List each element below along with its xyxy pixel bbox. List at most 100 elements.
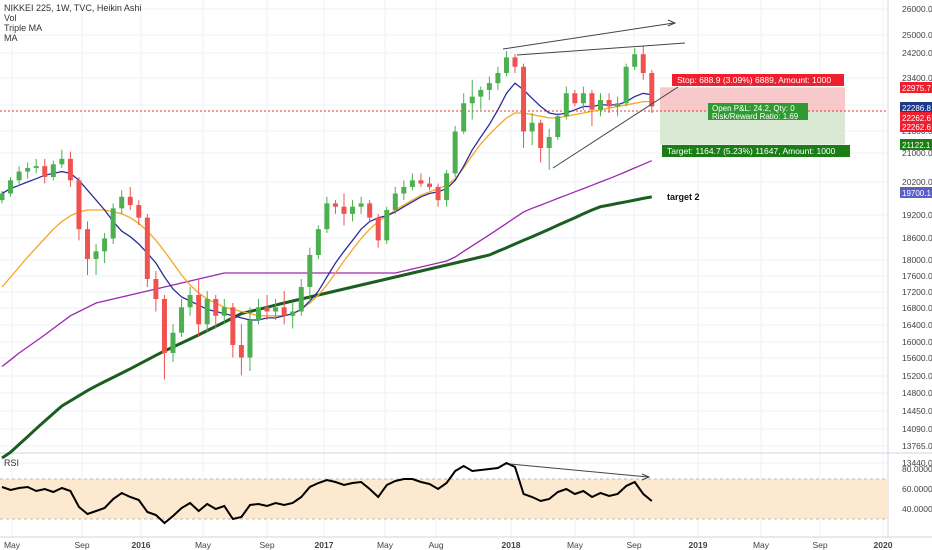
candle-body [546, 137, 552, 148]
candle-body [512, 57, 518, 67]
candle-body [273, 307, 279, 312]
legend-ma: MA [4, 33, 18, 43]
candle-body [127, 196, 133, 206]
candle-body [538, 122, 544, 148]
time-tick-label: Sep [626, 540, 641, 550]
open-pnl-label: Open P&L: 24.2, Qty: 0 [712, 104, 795, 113]
time-tick-label: Sep [74, 540, 89, 550]
price-tag [900, 139, 932, 150]
candle-body [238, 345, 244, 358]
rsi-tick-label: 60.0000 [902, 484, 932, 494]
price-tick-label: 20200.0 [902, 177, 932, 187]
candle-body [264, 307, 270, 312]
candle-body [42, 166, 48, 177]
price-tick-label: 14800.0 [902, 388, 932, 398]
candle-body [521, 66, 527, 132]
price-tag-label: 22286.8 [902, 104, 931, 113]
candle-body [153, 279, 159, 299]
candle-body [110, 208, 116, 239]
candle-body [444, 173, 450, 201]
time-tick-label: May [567, 540, 584, 550]
candle-body [102, 238, 108, 252]
candle-body [503, 57, 509, 73]
price-tick-label: 16400.0 [902, 320, 932, 330]
price-tag [900, 121, 932, 132]
candle-body [555, 116, 561, 137]
candle-body [452, 131, 458, 174]
price-tick-label: 13440.0 [902, 458, 932, 468]
candle-body [33, 166, 39, 168]
rsi-tick-label: 40.0000 [902, 504, 932, 514]
candle-body [632, 54, 638, 67]
ma-mid-line [1, 100, 652, 317]
target-2-annotation: target 2 [667, 192, 700, 202]
price-tick-label: 14450.0 [902, 406, 932, 416]
trendlines[interactable] [502, 19, 686, 169]
price-tick-label: 24200.0 [902, 48, 932, 58]
price-tick-label: 14090.0 [902, 424, 932, 434]
rsi-pane-label: RSI [4, 458, 20, 468]
candle-body [478, 89, 484, 97]
price-tag [900, 82, 932, 93]
candle-body [281, 307, 287, 316]
rsi-line [1, 461, 653, 525]
stop-label-box [672, 74, 844, 86]
candle-body [606, 100, 612, 107]
candle-body [144, 217, 150, 279]
time-tick-label: Sep [812, 540, 827, 550]
ma-fast-line [1, 82, 652, 321]
position-zones [0, 87, 888, 145]
time-tick-label: Sep [259, 540, 274, 550]
stop-label: Stop: 688.9 (3.09%) 6889, Amount: 1000 [677, 75, 831, 85]
candle-body [213, 299, 219, 316]
ma-slow-line [1, 160, 653, 368]
candle-body [401, 186, 407, 194]
candle-body [290, 311, 296, 316]
candle-body [469, 96, 475, 104]
candle-body [461, 103, 467, 132]
legend-vol: Vol [4, 13, 17, 23]
candle-body [427, 183, 432, 187]
candle-body [529, 122, 535, 132]
candle-body [179, 307, 185, 333]
candle-body [486, 83, 492, 90]
ma-long-line [1, 195, 653, 460]
target-label: Target: 1164.7 (5.23%) 11647, Amount: 10… [667, 146, 836, 156]
candle-body [358, 203, 364, 207]
price-tick-label: 26000.0 [902, 4, 932, 14]
time-tick-label: May [753, 540, 770, 550]
candle-body [230, 307, 236, 345]
candle-body [324, 203, 330, 230]
time-tick-label: 2019 [689, 540, 708, 550]
price-axis: 26000.025000.024200.023400.022600.021800… [900, 4, 932, 514]
time-tick-label: May [195, 540, 212, 550]
time-tick-label: 2017 [315, 540, 334, 550]
chart-legend: NIKKEI 225, 1W, TVC, Heikin Ashi Vol Tri… [4, 3, 141, 43]
price-tick-label: 18000.0 [902, 255, 932, 265]
price-tag [900, 112, 932, 123]
candle-body [367, 203, 373, 218]
candle-body [93, 251, 99, 259]
time-tick-label: 2018 [502, 540, 521, 550]
candle-body [221, 307, 227, 316]
candle-body [418, 180, 424, 184]
arrow-head [667, 19, 677, 27]
candle-body [495, 73, 501, 84]
candle-body [161, 299, 167, 353]
candle-body [25, 167, 31, 172]
price-tag-label: 19700.1 [902, 189, 931, 198]
price-tick-label: 25000.0 [902, 30, 932, 40]
rsi-divergence-line [509, 463, 649, 478]
candle-body [76, 180, 82, 230]
time-tick-label: Aug [428, 540, 443, 550]
candle-body [375, 217, 381, 241]
price-tag [900, 187, 932, 198]
candle-body [256, 307, 261, 320]
price-tick-label: 21000.0 [902, 148, 932, 158]
candle-body [187, 295, 193, 308]
trendline-lower [552, 86, 679, 169]
candle-body [572, 93, 578, 104]
candle-body [8, 180, 14, 194]
time-tick-label: 2016 [132, 540, 151, 550]
